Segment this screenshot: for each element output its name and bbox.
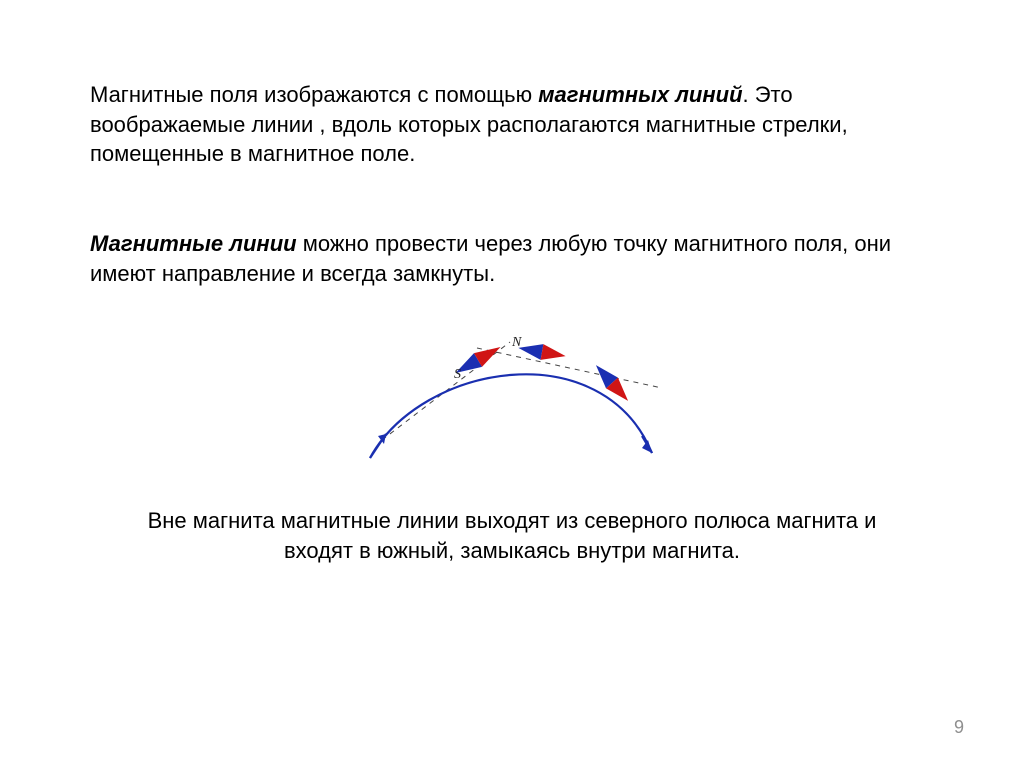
p2-em: Магнитные линии: [90, 231, 297, 256]
p1-em: магнитных линий: [538, 82, 742, 107]
slide: Магнитные поля изображаются с помощью ма…: [0, 0, 1024, 768]
magnetic-line-diagram: SN: [352, 328, 672, 478]
paragraph-3: Вне магнита магнитные линии выходят из с…: [122, 506, 902, 565]
paragraph-2: Магнитные линии можно провести через люб…: [90, 229, 934, 288]
paragraph-1: Магнитные поля изображаются с помощью ма…: [90, 80, 934, 169]
page-number: 9: [954, 717, 964, 738]
p1-text-before: Магнитные поля изображаются с помощью: [90, 82, 538, 107]
svg-text:S: S: [454, 367, 461, 382]
svg-text:N: N: [511, 335, 522, 350]
